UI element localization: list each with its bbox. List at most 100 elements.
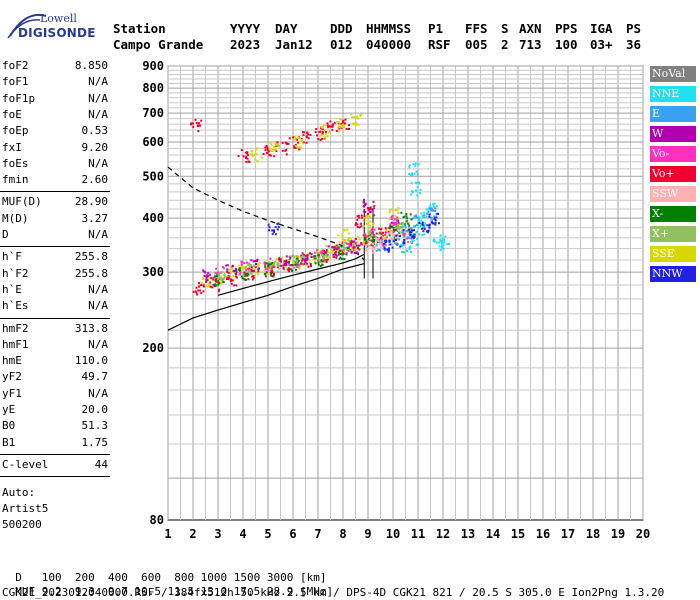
data-point (278, 262, 281, 265)
data-point (351, 116, 354, 119)
header-title-11: PS (626, 21, 642, 36)
data-point (258, 267, 261, 270)
data-point (363, 198, 365, 201)
data-point (206, 279, 209, 282)
data-point (391, 246, 394, 249)
data-point (389, 218, 392, 220)
data-point (358, 248, 361, 251)
data-point (422, 216, 424, 219)
data-point (248, 263, 251, 266)
data-point (395, 224, 398, 227)
header-title-4: HHMMSS (366, 21, 412, 36)
header-value-1: 2023 (230, 37, 261, 52)
data-point (321, 254, 324, 257)
data-point (297, 136, 299, 139)
data-point (406, 222, 409, 225)
param-label: h`Es (2, 299, 29, 313)
param-row: fxI 9.20 (2, 141, 108, 154)
data-point (269, 142, 272, 144)
data-point (416, 194, 419, 197)
data-point (242, 274, 245, 277)
data-point (209, 285, 212, 288)
data-point (438, 245, 441, 248)
data-point (197, 289, 200, 292)
data-point (226, 268, 229, 271)
data-point (283, 269, 286, 272)
data-point (373, 235, 376, 237)
data-point (363, 225, 366, 228)
data-point (370, 239, 373, 242)
data-point (373, 245, 376, 248)
data-point (374, 236, 377, 239)
data-point (388, 211, 391, 214)
data-point (229, 271, 232, 274)
data-point (279, 260, 282, 263)
y-tick-label: 800 (142, 81, 164, 95)
data-point (313, 251, 316, 254)
data-point (434, 210, 437, 212)
data-point (340, 245, 343, 248)
data-point (250, 266, 253, 269)
data-point (317, 261, 320, 264)
param-row: MUF(D) 28.90 (2, 195, 108, 208)
data-point (285, 255, 288, 258)
param-value: 313.8 (74, 321, 108, 335)
data-point (404, 224, 407, 227)
data-point (240, 149, 243, 152)
data-point (264, 264, 267, 267)
param-label: foF1p (2, 91, 36, 105)
data-point (429, 208, 432, 211)
data-point (345, 249, 348, 251)
data-point (350, 250, 353, 253)
data-point (340, 249, 343, 252)
data-point (337, 246, 340, 249)
param-row: hmE 110.0 (2, 354, 108, 367)
data-point (404, 226, 407, 229)
data-point (218, 288, 221, 291)
data-point (390, 208, 393, 211)
param-row: C-level 44 (2, 458, 108, 471)
data-point (337, 126, 340, 129)
data-point (319, 264, 322, 267)
data-point (354, 242, 357, 245)
data-point (400, 231, 403, 234)
data-point (207, 277, 210, 280)
data-point (245, 273, 248, 276)
data-point (269, 154, 272, 157)
data-point (203, 275, 206, 277)
data-point (323, 136, 326, 139)
data-point (256, 272, 259, 275)
data-point (344, 247, 347, 250)
data-point (351, 243, 354, 246)
data-point (245, 278, 248, 281)
y-tick-label: 600 (142, 135, 164, 149)
autoscaling-info: Auto: (2, 486, 36, 500)
data-point (294, 264, 297, 266)
x-tick-label: 12 (436, 527, 450, 541)
data-point (320, 126, 323, 129)
data-point (250, 269, 253, 272)
data-point (327, 255, 330, 258)
data-point (324, 252, 327, 255)
data-point (248, 271, 251, 274)
param-row: D N/A (2, 228, 108, 241)
data-point (269, 273, 272, 276)
data-point (442, 247, 445, 250)
data-point (227, 278, 230, 280)
data-point (369, 206, 372, 209)
data-point (288, 264, 291, 267)
data-point (273, 229, 276, 232)
data-point (371, 236, 374, 238)
data-point (389, 230, 392, 233)
data-point (277, 259, 280, 262)
data-point (410, 241, 413, 244)
data-point (254, 269, 257, 272)
data-point (390, 225, 393, 228)
data-point (390, 221, 393, 224)
data-point (273, 274, 275, 276)
data-point (269, 257, 272, 260)
param-separator (0, 453, 110, 455)
autoscaling-info: Artist5 (2, 502, 49, 516)
data-point (309, 134, 312, 136)
data-point (353, 116, 356, 119)
